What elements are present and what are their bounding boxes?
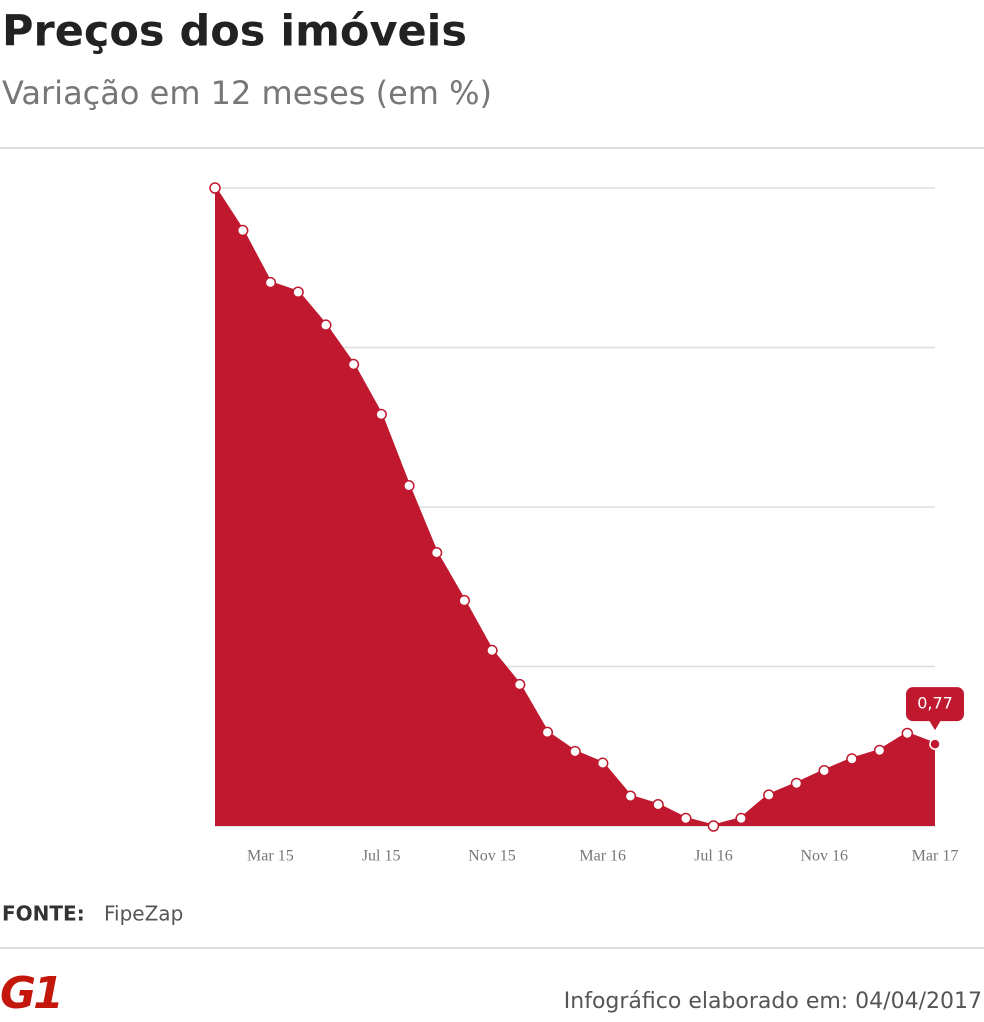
point: [569, 745, 581, 758]
point: [403, 479, 415, 492]
point: [209, 182, 221, 194]
x-tick-label: Mar 15: [247, 848, 294, 865]
area: [215, 188, 935, 826]
footer: Infográfico elaborado em: 04/04/2017: [564, 989, 982, 1014]
x-tick-label: Nov 16: [800, 848, 848, 865]
source: FipeZap: [104, 902, 183, 926]
point: [873, 744, 886, 757]
point: [596, 757, 609, 770]
value-label-box: [906, 687, 964, 722]
point: [846, 753, 858, 765]
point: [486, 644, 498, 657]
plot: Mar 15 Jul 15 Nov 15 Mar 16 Jul 16 Nov 16 Mar …: [209, 182, 964, 865]
point: [320, 319, 332, 331]
point: [790, 777, 803, 790]
point: [347, 358, 360, 371]
point: [901, 727, 914, 740]
point: [624, 790, 637, 802]
x-tick-label: Nov 15: [468, 848, 516, 865]
point: [264, 276, 277, 289]
chart-title: Preços dos imóveis: [2, 7, 467, 57]
point: [236, 224, 249, 237]
point: [735, 812, 747, 825]
point: [430, 546, 443, 559]
point: [375, 408, 387, 421]
point: [763, 789, 775, 801]
point: [541, 726, 554, 739]
point: [707, 820, 720, 832]
x-tick-label: Jul 15: [362, 848, 401, 865]
value-label: 0,77: [917, 694, 953, 713]
point: [818, 764, 830, 777]
chart-subtitle: Variação em 12 meses (em %): [2, 74, 492, 112]
source-label: FONTE:: [2, 902, 85, 926]
point: [929, 738, 941, 750]
x-tick-label: Mar 16: [579, 848, 626, 865]
point: [458, 594, 470, 607]
x-tick-label: Jul 16: [694, 848, 733, 865]
point: [513, 678, 526, 691]
point: [292, 286, 304, 298]
logo: G1: [0, 968, 61, 1019]
point: [652, 798, 664, 811]
point: [680, 812, 692, 825]
x-tick-label: Mar 17: [912, 848, 959, 865]
value-label-pointer: [929, 720, 941, 731]
